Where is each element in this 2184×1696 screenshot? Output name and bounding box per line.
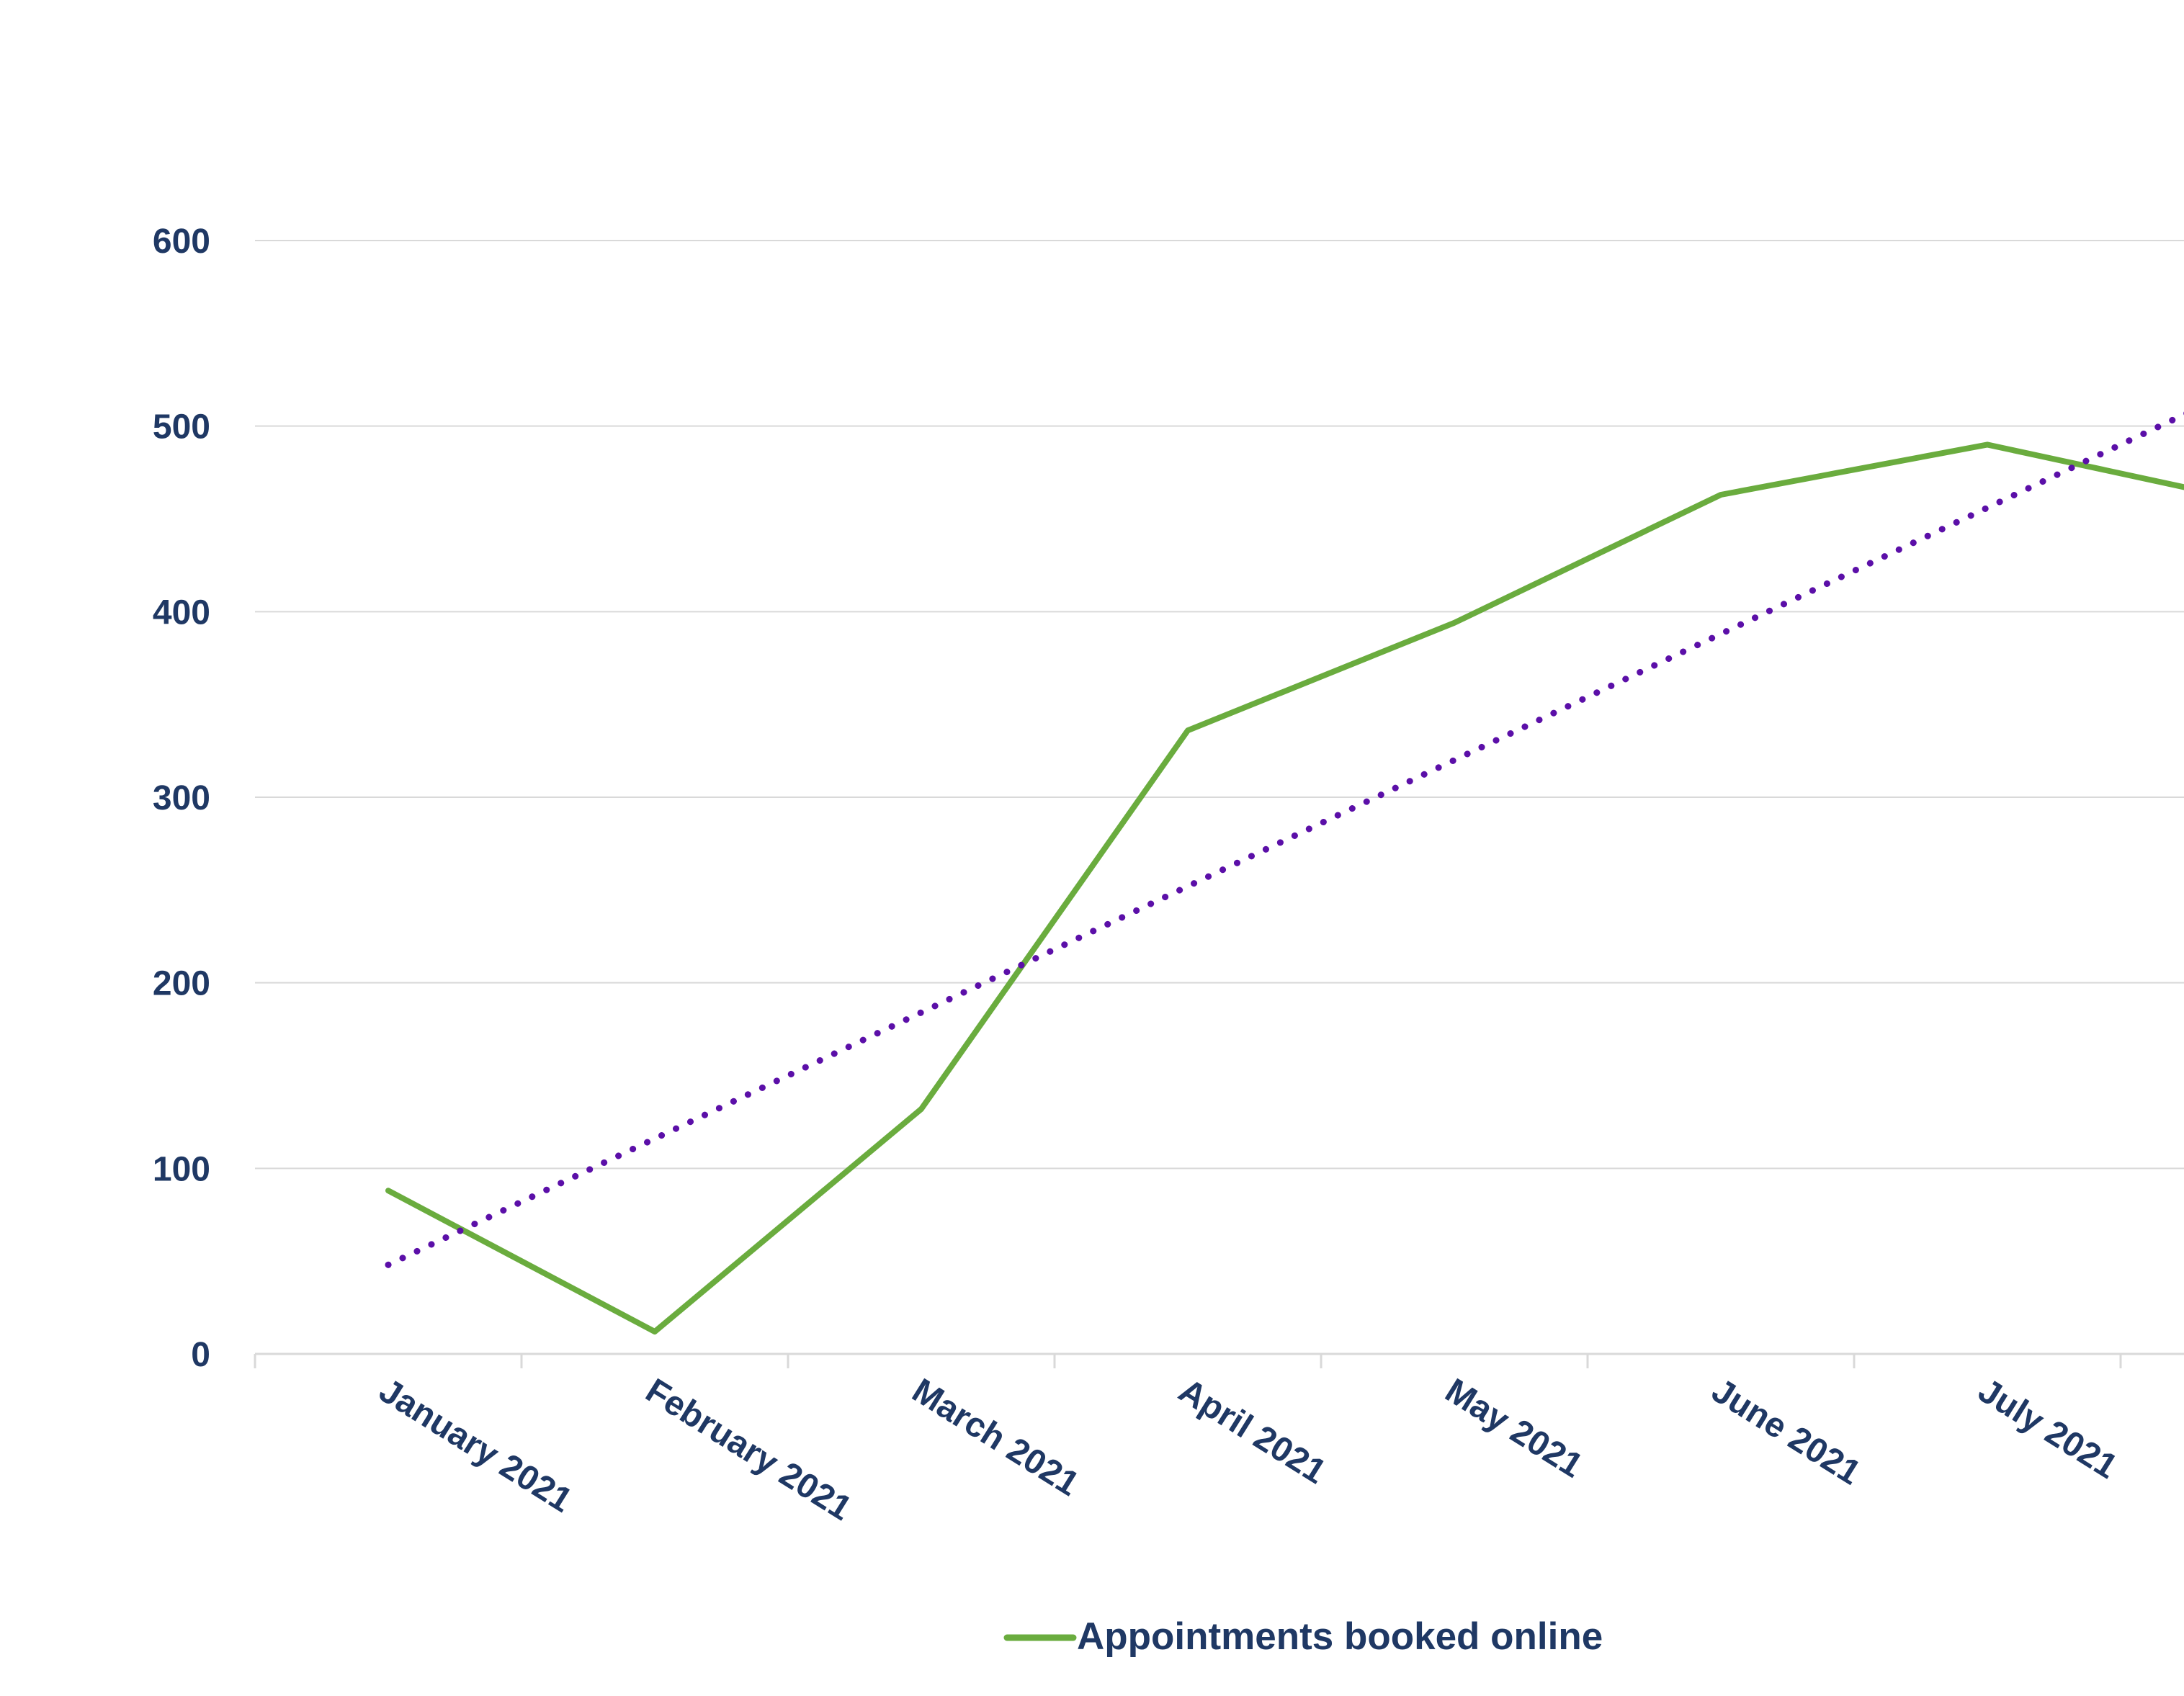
series-line-appointments — [385, 441, 2184, 1335]
x-tick-label: June 2021 — [1705, 1371, 1867, 1492]
x-tick-label: April 2021 — [1172, 1371, 1333, 1491]
series-lines — [385, 410, 2184, 1335]
x-axis-tick-labels: January 2021 February 2021 March 2021 April… — [372, 1371, 2123, 1527]
x-tick-label: March 2021 — [905, 1371, 1086, 1504]
gridlines — [255, 240, 2184, 1170]
trendline — [385, 410, 2184, 1268]
y-tick-label-400: 400 — [153, 593, 210, 632]
legend-label-appointments: Appointments booked online — [1077, 1615, 1603, 1658]
y-tick-label-200: 200 — [153, 965, 210, 1003]
x-tick-label: February 2021 — [639, 1371, 858, 1527]
y-tick-label-300: 300 — [153, 779, 210, 817]
y-tick-label-500: 500 — [153, 408, 210, 447]
y-tick-label-0: 0 — [191, 1336, 210, 1374]
legend: Appointments booked online — [1003, 1615, 1603, 1658]
x-tick-label: May 2021 — [1438, 1371, 1589, 1485]
x-tick-label: July 2021 — [1972, 1371, 2123, 1486]
y-tick-label-100: 100 — [153, 1150, 210, 1188]
y-tick-label-600: 600 — [153, 223, 210, 261]
x-axis — [254, 1352, 2184, 1368]
y-axis-tick-labels: 0 100 200 300 400 500 600 — [153, 223, 210, 1374]
x-tick-label: January 2021 — [372, 1371, 578, 1520]
